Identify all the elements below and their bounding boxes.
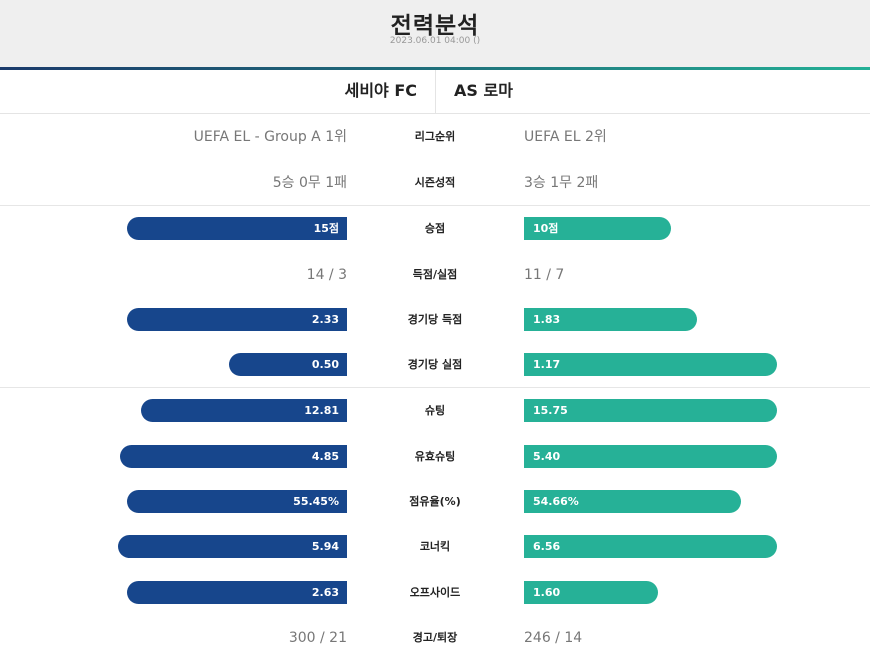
home-season-record: 5승 0무 1패 bbox=[272, 175, 347, 191]
stat-row-conceded-per-game: 0.50 경기당 실점 1.17 bbox=[0, 342, 870, 388]
away-corners-bar: 6.56 bbox=[524, 535, 777, 558]
home-goals: 14 / 3 bbox=[306, 267, 347, 283]
stat-row-shots: 12.81 슈팅 15.75 bbox=[0, 388, 870, 434]
stat-label: 경기당 실점 bbox=[407, 358, 463, 371]
home-shots-bar: 12.81 bbox=[141, 399, 347, 422]
stat-row-points: 15점 승점 10점 bbox=[0, 206, 870, 252]
match-datetime: 2023.06.01 04:00 () bbox=[389, 36, 481, 46]
away-shots-bar: 15.75 bbox=[524, 399, 777, 422]
section-divider bbox=[0, 387, 870, 388]
home-points-bar: 15점 bbox=[127, 217, 347, 240]
home-possession-bar: 55.45% bbox=[127, 490, 347, 513]
home-league-rank: UEFA EL - Group A 1위 bbox=[193, 129, 347, 145]
stat-row-goals-per-game: 2.33 경기당 득점 1.83 bbox=[0, 297, 870, 343]
stat-label: 리그순위 bbox=[414, 130, 456, 143]
stat-row-possession: 55.45% 점유율(%) 54.66% bbox=[0, 479, 870, 525]
header-accent-line bbox=[0, 67, 870, 70]
section-divider bbox=[0, 205, 870, 206]
stat-row-cards: 300 / 21 경고/퇴장 246 / 14 bbox=[0, 615, 870, 661]
stat-label: 코너킥 bbox=[419, 540, 451, 553]
away-points-bar: 10점 bbox=[524, 217, 671, 240]
stat-row-season-record: 5승 0무 1패 시즌성적 3승 1무 2패 bbox=[0, 160, 870, 206]
home-team-name: 세비야 FC bbox=[344, 81, 417, 100]
stat-label: 경기당 득점 bbox=[407, 313, 463, 326]
stat-label: 슈팅 bbox=[424, 404, 446, 417]
home-conceded-per-game-bar: 0.50 bbox=[229, 353, 347, 376]
stat-label: 유효슈팅 bbox=[414, 450, 456, 463]
away-offsides-bar: 1.60 bbox=[524, 581, 658, 604]
away-cards: 246 / 14 bbox=[524, 630, 583, 646]
stat-row-league-rank: UEFA EL - Group A 1위 리그순위 UEFA EL 2위 bbox=[0, 114, 870, 160]
away-goals: 11 / 7 bbox=[524, 267, 565, 283]
home-cards: 300 / 21 bbox=[288, 630, 347, 646]
stat-label: 승점 bbox=[424, 222, 446, 235]
away-goals-per-game-bar: 1.83 bbox=[524, 308, 697, 331]
home-corners-bar: 5.94 bbox=[118, 535, 347, 558]
stat-row-goals: 14 / 3 득점/실점 11 / 7 bbox=[0, 252, 870, 298]
away-team-name: AS 로마 bbox=[454, 81, 513, 100]
stat-label: 시즌성적 bbox=[414, 176, 456, 189]
stat-label: 경고/퇴장 bbox=[412, 631, 458, 644]
stat-label: 오프사이드 bbox=[409, 586, 461, 599]
away-season-record: 3승 1무 2패 bbox=[524, 175, 599, 191]
home-shots-on-target-bar: 4.85 bbox=[120, 445, 347, 468]
away-league-rank: UEFA EL 2위 bbox=[524, 129, 607, 145]
stat-row-shots-on-target: 4.85 유효슈팅 5.40 bbox=[0, 434, 870, 480]
team-divider bbox=[435, 70, 436, 113]
home-offsides-bar: 2.63 bbox=[127, 581, 347, 604]
page-title: 전력분석 bbox=[390, 13, 480, 39]
team-names-bar: 세비야 FC AS 로마 bbox=[0, 70, 870, 114]
away-shots-on-target-bar: 5.40 bbox=[524, 445, 777, 468]
header: 전력분석 2023.06.01 04:00 () bbox=[0, 0, 870, 67]
home-goals-per-game-bar: 2.33 bbox=[127, 308, 347, 331]
away-possession-bar: 54.66% bbox=[524, 490, 741, 513]
stat-label: 득점/실점 bbox=[412, 268, 458, 281]
away-conceded-per-game-bar: 1.17 bbox=[524, 353, 777, 376]
stat-label: 점유율(%) bbox=[409, 495, 461, 508]
stat-row-corners: 5.94 코너킥 6.56 bbox=[0, 524, 870, 570]
stat-row-offsides: 2.63 오프사이드 1.60 bbox=[0, 570, 870, 616]
